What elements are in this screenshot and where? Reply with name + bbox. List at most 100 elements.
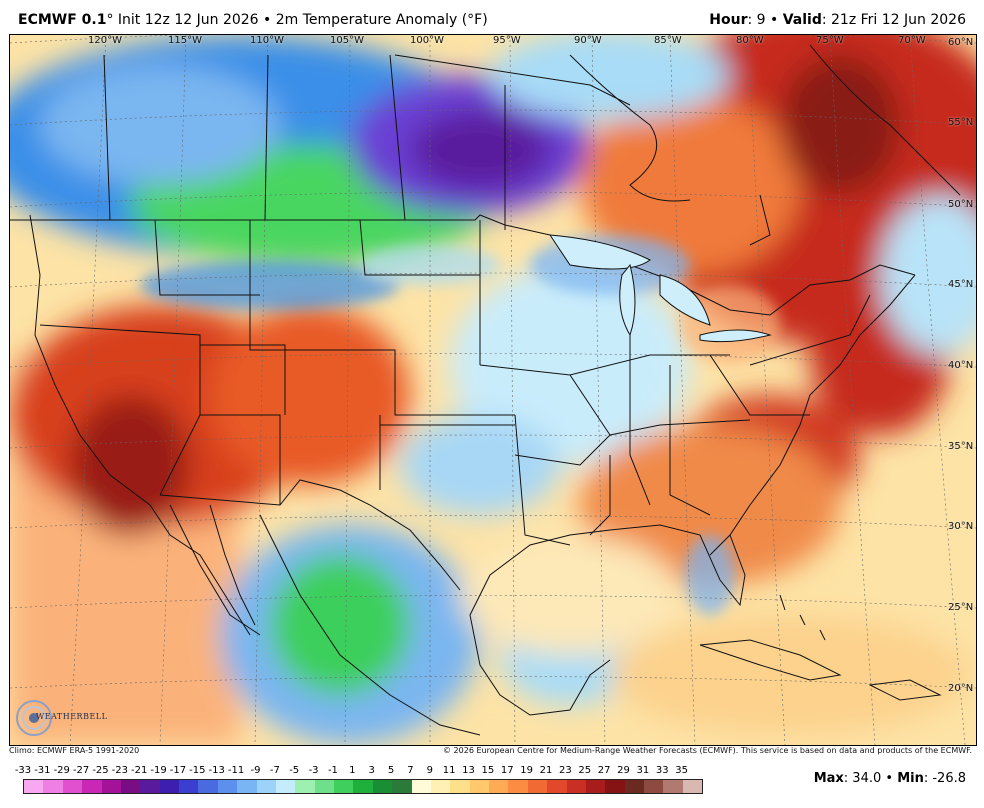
colorbar-tick-label: 33 — [655, 765, 669, 776]
lat-label-35n: 35°N — [948, 441, 974, 452]
colorbar-tick-label: -5 — [289, 765, 300, 776]
colorbar-tick-label: 9 — [426, 765, 433, 776]
colorbar-swatch — [43, 780, 63, 793]
colorbar-tick-label: 17 — [500, 765, 514, 776]
colorbar-tick-label: 7 — [407, 765, 414, 776]
colorbar-tick-label: -29 — [53, 765, 70, 776]
climo-note: Climo: ECMWF ERA-5 1991-2020 — [9, 746, 140, 755]
colorbar-swatch — [82, 780, 102, 793]
colorbar-swatch — [256, 780, 276, 793]
colorbar-tick-label: 23 — [559, 765, 572, 776]
header: ECMWF 0.1° Init 12z 12 Jun 2026 • 2m Tem… — [0, 0, 984, 34]
valid-value: : 21z Fri 12 Jun 2026 — [821, 12, 966, 28]
colorbar-swatch — [198, 780, 218, 793]
copyright-note: © 2026 European Centre for Medium-Range … — [443, 746, 972, 755]
colorbar-tick-label: 11 — [442, 765, 456, 776]
colorbar-swatch — [411, 780, 431, 793]
colorbar-tick-label: 3 — [368, 765, 375, 776]
colorbar-swatch — [469, 780, 489, 793]
colorbar-swatch — [489, 780, 509, 793]
colorbar-tick-label: 29 — [617, 765, 630, 776]
colorbar-tick-label: 25 — [578, 765, 592, 776]
map-title: ECMWF 0.1° Init 12z 12 Jun 2026 • 2m Tem… — [18, 12, 488, 28]
lon-label-120w: 120°W — [88, 35, 122, 46]
degree-mark: ° — [106, 12, 114, 28]
lon-label-105w: 105°W — [330, 35, 364, 46]
lon-label-75w: 75°W — [816, 35, 844, 46]
lat-label-40n: 40°N — [948, 360, 974, 371]
colorbar-tick-label: -17 — [169, 765, 187, 776]
colorbar-swatch — [508, 780, 528, 793]
colorbar-tick-label: -25 — [92, 765, 109, 776]
colorbar-tick-label: -31 — [34, 765, 51, 776]
colorbar-swatch — [663, 780, 683, 793]
colorbar-swatch — [101, 780, 121, 793]
colorbar-swatch — [159, 780, 179, 793]
lon-label-70w: 70°W — [898, 35, 926, 46]
colorbar-tick-label: -1 — [327, 765, 338, 776]
colorbar-tick-label: 13 — [462, 765, 475, 776]
colorbar-swatch — [624, 780, 644, 793]
colorbar-swatch — [644, 780, 664, 793]
max-value: : 34.0 • — [843, 771, 898, 786]
max-label: Max — [813, 771, 844, 786]
colorbar-swatch — [140, 780, 160, 793]
colorbar-swatch — [314, 780, 334, 793]
anomaly-map: 120°W 115°W 110°W 105°W 100°W 95°W 90°W … — [9, 34, 977, 746]
colorbar-tick-label: 1 — [349, 765, 356, 776]
colorbar-swatch — [334, 780, 354, 793]
colorbar-swatch — [275, 780, 296, 793]
colorbar — [23, 779, 703, 794]
colorbar-tick-label: 19 — [520, 765, 534, 776]
colorbar-swatch — [585, 780, 606, 793]
colorbar-swatch — [179, 780, 199, 793]
lon-label-80w: 80°W — [736, 35, 764, 46]
weatherbell-logo: WEATHERBELL — [14, 695, 109, 741]
colorbar-swatch — [392, 780, 412, 793]
colorbar-labels: -33 -31 -29 -27 -25 -23 -21 -19 -17 -15 -13 -11 -9 -7… — [14, 765, 714, 777]
colorbar-tick-label: -3 — [308, 765, 319, 776]
valid-time: Hour: 9 • Valid: 21z Fri 12 Jun 2026 — [709, 12, 966, 28]
colorbar-swatch — [353, 780, 373, 793]
lon-label-110w: 110°W — [250, 35, 284, 46]
logo-text: WEATHERBELL — [36, 712, 108, 721]
hour-label: Hour — [709, 12, 748, 28]
model-name: ECMWF 0.1 — [18, 12, 107, 28]
colorbar-tick-label: 31 — [636, 765, 650, 776]
lat-label-25n: 25°N — [948, 602, 974, 613]
colorbar-tick-label: -13 — [208, 765, 225, 776]
colorbar-swatch — [24, 780, 44, 793]
lon-label-115w: 115°W — [168, 35, 202, 46]
colorbar-tick-label: -9 — [250, 765, 261, 776]
colorbar-tick-label: -11 — [227, 765, 245, 776]
lat-label-55n: 55°N — [948, 117, 974, 128]
min-value: : -26.8 — [923, 771, 966, 786]
colorbar-tick-label: -7 — [269, 765, 280, 776]
colorbar-swatch — [372, 780, 393, 793]
colorbar-tick-label: -23 — [111, 765, 129, 776]
colorbar-swatch — [217, 780, 238, 793]
colorbar-swatch — [62, 780, 83, 793]
hour-value: : 9 • — [747, 12, 783, 28]
lat-label-20n: 20°N — [948, 683, 974, 694]
colorbar-tick-label: 27 — [597, 765, 611, 776]
colorbar-tick-label: 5 — [387, 765, 395, 776]
colorbar-swatch — [566, 780, 586, 793]
colorbar-swatch — [450, 780, 470, 793]
valid-label: Valid — [782, 12, 822, 28]
colorbar-swatch — [547, 780, 567, 793]
lon-label-90w: 90°W — [574, 35, 602, 46]
political-borders — [10, 44, 961, 736]
init-text: Init 12z 12 Jun 2026 • 2m Temperature An… — [113, 12, 488, 28]
lat-label-30n: 30°N — [948, 521, 974, 532]
map-canvas — [10, 35, 976, 745]
colorbar-tick-label: 21 — [539, 765, 553, 776]
colorbar-swatch — [120, 780, 141, 793]
colorbar-swatch — [605, 780, 625, 793]
max-min-stats: Max: 34.0 • Min: -26.8 — [814, 771, 966, 786]
graticule — [10, 35, 976, 745]
colorbar-swatch — [295, 780, 315, 793]
colorbar-tick-label: 35 — [675, 765, 688, 776]
colorbar-tick-label: 15 — [481, 765, 495, 776]
lon-label-85w: 85°W — [654, 35, 682, 46]
